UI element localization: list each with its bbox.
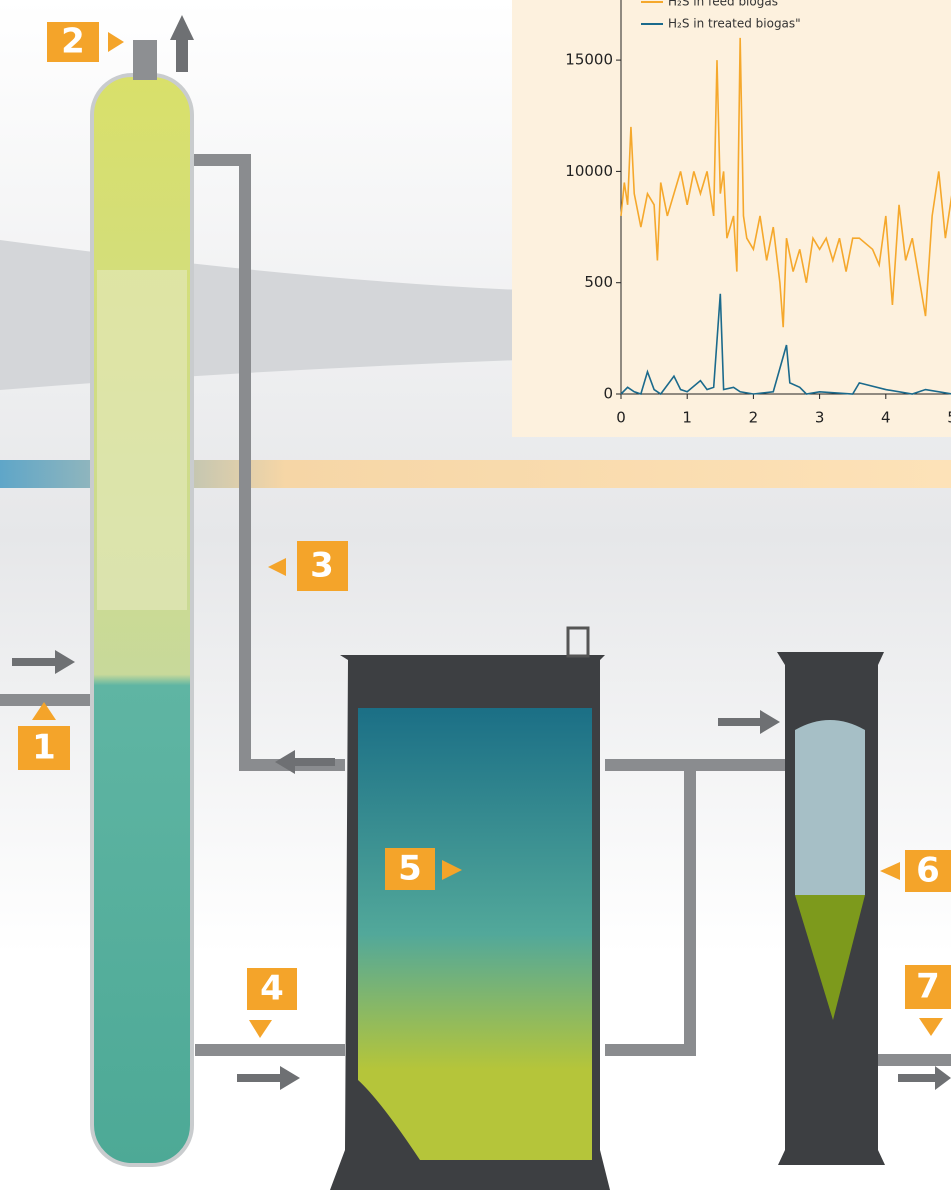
legend-label: H₂S in feed biogas [668,0,778,9]
x-tick-label: 1 [682,409,692,427]
x-tick-label: 3 [815,409,825,427]
step-label: 3 [310,546,334,586]
step-label: 7 [916,967,940,1007]
y-tick-label: 15000 [565,51,613,69]
y-tick-label: 0 [603,385,613,403]
step-label: 1 [32,728,56,768]
series-line [620,37,951,328]
y-tick-label: 500 [584,273,613,291]
sludge-cone [795,895,865,1020]
x-tick-label: 0 [616,409,626,427]
step-label: 2 [61,22,85,62]
scrubber-column [90,73,194,1167]
x-tick-label: 2 [749,409,759,427]
settler-liquid [795,720,865,895]
step-label: 4 [260,969,284,1009]
legend-label: H₂S in treated biogas" [668,17,801,31]
x-tick-label: 4 [881,409,891,427]
bioreactor-liquid [358,708,592,1160]
label-boxes [18,22,951,1038]
packing [97,270,187,610]
inset-chart: 0 500 10000 15000 0 1 2 3 4 5 H₂S in feed biogas H₂… [512,0,951,437]
x-tick-label: 5 [947,409,951,427]
step-label: 6 [916,851,940,891]
y-tick-label: 10000 [565,162,613,180]
flow-arrows [12,15,951,1090]
handle [566,626,590,658]
chimney [133,40,157,80]
series-line [620,293,951,396]
chart-background [512,0,951,437]
step-label: 5 [398,849,422,889]
